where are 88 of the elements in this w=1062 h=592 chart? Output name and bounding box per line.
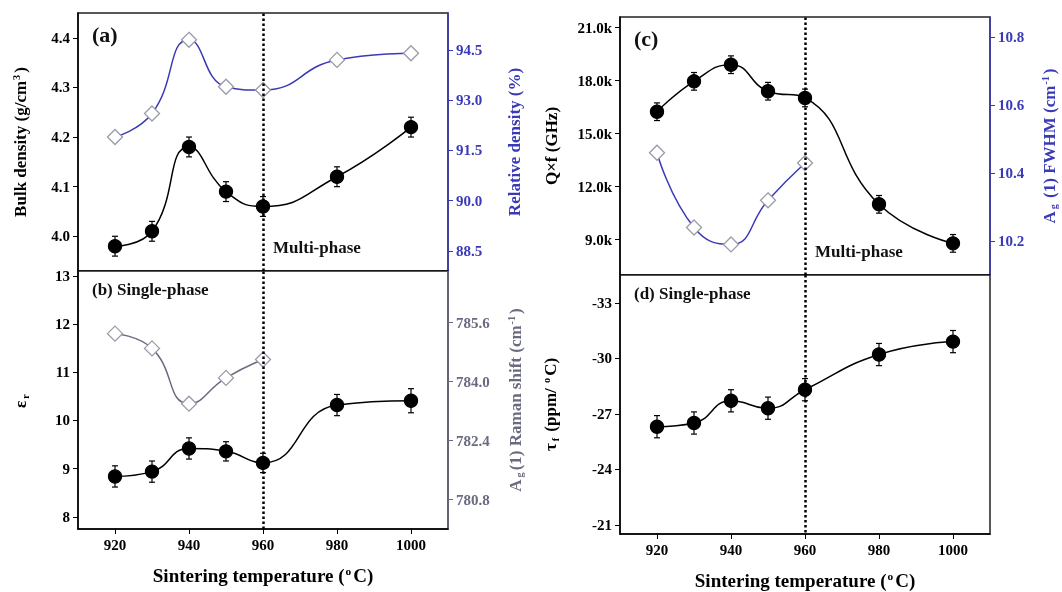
- point: [760, 84, 776, 99]
- y-tick-label: 21.0k: [577, 19, 613, 36]
- point: [144, 224, 160, 239]
- x-tick-label: 960: [793, 541, 817, 558]
- point: [217, 369, 235, 387]
- y-tick-label: 11: [55, 364, 70, 381]
- point: [218, 444, 234, 459]
- point: [106, 325, 124, 342]
- y-tick-label: 12.0k: [577, 178, 613, 195]
- point: [403, 119, 419, 135]
- point: [871, 197, 887, 212]
- y-tick-label: 8: [62, 508, 70, 525]
- point: [181, 139, 197, 155]
- y-tick-label: 4.0: [51, 228, 70, 245]
- annotation: (c): [634, 25, 659, 51]
- y2-tick-label: 10.4: [998, 165, 1025, 182]
- y-axis-title: Bulk density (g/cm3): [10, 67, 31, 217]
- y-axis-title: εr: [11, 393, 31, 408]
- point: [180, 395, 198, 412]
- y2-tick-label: 91.5: [456, 142, 483, 159]
- annotation: (b) Single-phase: [92, 280, 210, 299]
- y-tick-label: -30: [592, 350, 612, 367]
- y2-axis-title: Ag (1) FWHM (cm-1): [1039, 68, 1060, 224]
- point: [218, 184, 234, 199]
- point: [760, 401, 776, 416]
- y2-tick-label: 784.0: [456, 373, 490, 390]
- y2-tick-label: 10.8: [998, 29, 1025, 46]
- y2-tick-label: 782.4: [456, 432, 491, 449]
- annotation: Multi-phase: [815, 242, 904, 261]
- point: [143, 340, 161, 357]
- annotation: (d) Single-phase: [634, 284, 752, 303]
- y-tick-label: 15.0k: [577, 125, 613, 142]
- y2-tick-label: 93.0: [456, 92, 483, 109]
- point: [945, 236, 961, 251]
- point: [329, 169, 345, 184]
- annotation: (a): [92, 21, 118, 47]
- x-tick-label: 920: [645, 541, 669, 558]
- x-tick-label: 980: [867, 541, 891, 558]
- y-tick-label: 18.0k: [577, 72, 613, 89]
- x-tick-label: 920: [103, 536, 127, 553]
- y-axis-title: Q×f (GHz): [542, 106, 561, 186]
- point: [797, 90, 813, 106]
- y-tick-label: -27: [592, 405, 613, 422]
- x-tick-label: 960: [251, 536, 275, 553]
- y-tick-label: 4.4: [51, 29, 71, 46]
- point: [107, 469, 123, 484]
- x-tick-label: 980: [325, 536, 349, 553]
- y-tick-label: 4.2: [51, 129, 70, 146]
- y-tick-label: -33: [592, 294, 612, 311]
- y-tick-label: 10: [55, 412, 70, 429]
- y2-axis-title: Ag(1) Raman shift (cm-1): [505, 308, 526, 492]
- point: [945, 334, 961, 349]
- y2-axis-title: Relative density (%): [505, 67, 524, 217]
- x-tick-label: 940: [177, 536, 201, 553]
- y2-tick-label: 90.0: [456, 192, 483, 209]
- y-tick-label: 4.1: [51, 178, 70, 195]
- point: [255, 455, 271, 471]
- point: [255, 199, 271, 214]
- y-tick-label: 9: [62, 460, 70, 477]
- y-tick-label: -24: [592, 461, 613, 478]
- x-tick-label: 1000: [938, 541, 968, 558]
- y2-tick-label: 88.5: [456, 242, 483, 259]
- y-tick-label: -21: [592, 516, 612, 533]
- point: [871, 347, 887, 362]
- point: [181, 441, 197, 456]
- point: [686, 415, 702, 431]
- y-tick-label: 13: [55, 267, 70, 284]
- y-tick-label: 4.3: [51, 79, 70, 96]
- point: [144, 464, 160, 479]
- y-tick-label: 12: [55, 316, 70, 333]
- y2-tick-label: 785.6: [456, 314, 491, 331]
- x-tick-label: 940: [719, 541, 743, 558]
- point: [107, 239, 123, 254]
- point: [649, 419, 665, 434]
- point: [723, 57, 739, 72]
- y2-tick-label: 780.8: [456, 491, 490, 508]
- point: [329, 397, 345, 413]
- point: [649, 104, 665, 119]
- point: [403, 393, 419, 408]
- y2-tick-label: 10.2: [998, 233, 1025, 250]
- point: [686, 74, 702, 89]
- annotation: Multi-phase: [273, 238, 362, 257]
- x-tick-label: 1000: [396, 536, 426, 553]
- y2-tick-label: 10.6: [998, 97, 1025, 114]
- y-axis-title: τf (ppm/ oC): [540, 357, 561, 452]
- point: [723, 393, 739, 408]
- y2-tick-label: 94.5: [456, 41, 483, 58]
- y-tick-label: 9.0k: [584, 231, 613, 248]
